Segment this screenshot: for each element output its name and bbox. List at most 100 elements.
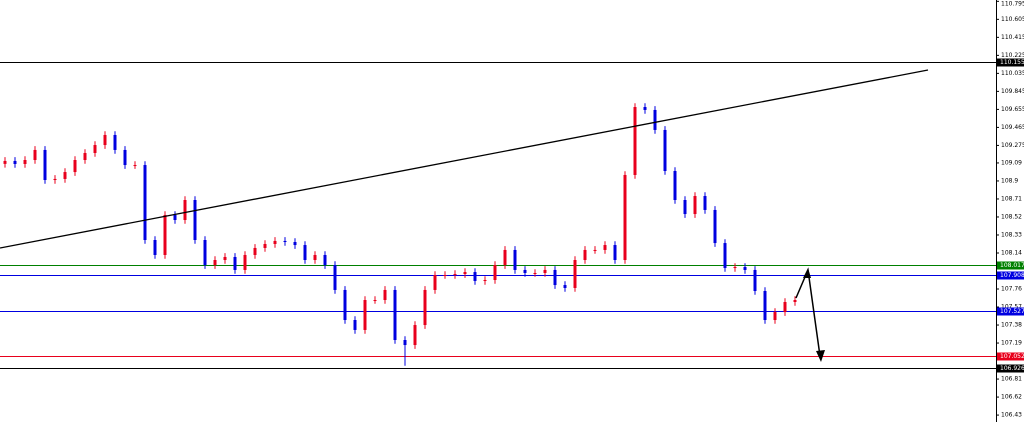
candle-body xyxy=(603,245,607,250)
candle-body xyxy=(243,254,247,270)
candle-body xyxy=(483,280,487,282)
y-tick-label: 106.62 xyxy=(1001,394,1022,401)
candle-body xyxy=(543,269,547,273)
candle-body xyxy=(193,200,197,241)
candle-body xyxy=(353,320,357,330)
y-tick-label: 110.605 xyxy=(1001,16,1024,23)
candle-body xyxy=(103,134,107,146)
candle-body xyxy=(263,243,267,248)
candle-body xyxy=(713,209,717,244)
candle-body xyxy=(253,247,257,255)
candle-body xyxy=(23,160,27,164)
candle-body xyxy=(83,152,87,161)
candle-body xyxy=(183,200,187,221)
candle-body xyxy=(493,265,497,281)
candle-body xyxy=(93,145,97,153)
y-tick-label: 107.76 xyxy=(1001,286,1022,293)
candle-body xyxy=(393,289,397,341)
candle-body xyxy=(753,269,757,292)
candle-body xyxy=(773,312,777,321)
candle-body xyxy=(373,300,377,302)
y-tick-label: 106.43 xyxy=(1001,412,1022,419)
candle-body xyxy=(573,260,577,288)
level-label: 107.908 xyxy=(1000,272,1024,279)
candle-body xyxy=(13,160,17,164)
candle-body xyxy=(3,160,7,164)
y-tick-label: 108.71 xyxy=(1001,195,1022,202)
candle-body xyxy=(613,245,617,261)
y-tick-label: 107.19 xyxy=(1001,340,1022,347)
candle-body xyxy=(143,165,147,241)
candle-body xyxy=(273,240,277,244)
candle-body xyxy=(473,272,477,281)
candle-body xyxy=(513,249,517,270)
candle-body xyxy=(403,340,407,346)
y-tick-label: 108.52 xyxy=(1001,213,1022,220)
level-label: 110.155 xyxy=(1000,59,1024,66)
level-label: 107.527 xyxy=(1000,308,1024,315)
y-tick-label: 107.57 xyxy=(1001,304,1022,311)
candle-body xyxy=(43,149,47,181)
y-tick-label: 107.38 xyxy=(1001,322,1022,329)
y-tick-label: 108.14 xyxy=(1001,249,1022,256)
candle-body xyxy=(553,269,557,286)
y-tick-label: 109.655 xyxy=(1001,106,1024,113)
candle-body xyxy=(433,274,437,290)
candle-body xyxy=(783,301,787,313)
candle-body xyxy=(693,196,697,215)
candle-body xyxy=(33,149,37,161)
level-tag xyxy=(997,352,1024,361)
candle-body xyxy=(173,214,177,221)
candle-body xyxy=(793,300,797,302)
candle-body xyxy=(283,240,287,242)
candle-body xyxy=(743,267,747,270)
candle-body xyxy=(593,249,597,251)
candle-body xyxy=(293,241,297,246)
y-tick-label: 109.845 xyxy=(1001,88,1024,95)
candle-body xyxy=(213,260,217,266)
candle-body xyxy=(223,256,227,261)
y-tick-label: 106.81 xyxy=(1001,376,1022,383)
price-axis: 110.795 110.605 110.415 110.225 110.035 109.8… xyxy=(996,1,1024,419)
candle-body xyxy=(163,214,167,255)
candle-body xyxy=(723,243,727,268)
level-tag xyxy=(997,58,1024,67)
candle-body xyxy=(733,267,737,269)
arrow-head xyxy=(816,350,825,362)
candle-body xyxy=(683,200,687,215)
y-tick-label: 110.415 xyxy=(1001,34,1024,41)
y-tick-label: 110.225 xyxy=(1001,52,1024,59)
candle-body xyxy=(383,289,387,301)
level-label: 108.017 xyxy=(1000,262,1024,269)
level-tag xyxy=(997,364,1024,373)
candle-body xyxy=(323,254,327,266)
candle-body xyxy=(123,149,127,166)
candles xyxy=(3,103,797,366)
candle-body xyxy=(63,172,67,179)
candle-body xyxy=(523,269,527,273)
candle-body xyxy=(233,256,237,270)
candle-body xyxy=(663,129,667,171)
level-tag xyxy=(997,271,1024,280)
candle-body xyxy=(53,178,57,181)
candle-body xyxy=(763,291,767,321)
levels xyxy=(0,62,996,369)
y-tick-label: 108.33 xyxy=(1001,231,1022,238)
candle-body xyxy=(303,245,307,261)
candle-body xyxy=(423,289,427,326)
y-tick-label: 110.035 xyxy=(1001,70,1024,77)
y-tick-label: 109.09 xyxy=(1001,159,1022,166)
candle-body xyxy=(453,274,457,276)
candle-body xyxy=(313,254,317,261)
candle-body xyxy=(113,134,117,150)
candle-body xyxy=(333,265,337,290)
y-tick-label: 109.465 xyxy=(1001,124,1024,131)
level-tag xyxy=(997,261,1024,270)
candle-body xyxy=(343,289,347,321)
level-label: 107.052 xyxy=(1000,353,1024,360)
arrow-head xyxy=(803,268,811,278)
level-label: 106.926 xyxy=(1000,365,1024,372)
y-tick-label: 110.795 xyxy=(1001,1,1024,8)
y-tick-label: 109.275 xyxy=(1001,142,1024,149)
